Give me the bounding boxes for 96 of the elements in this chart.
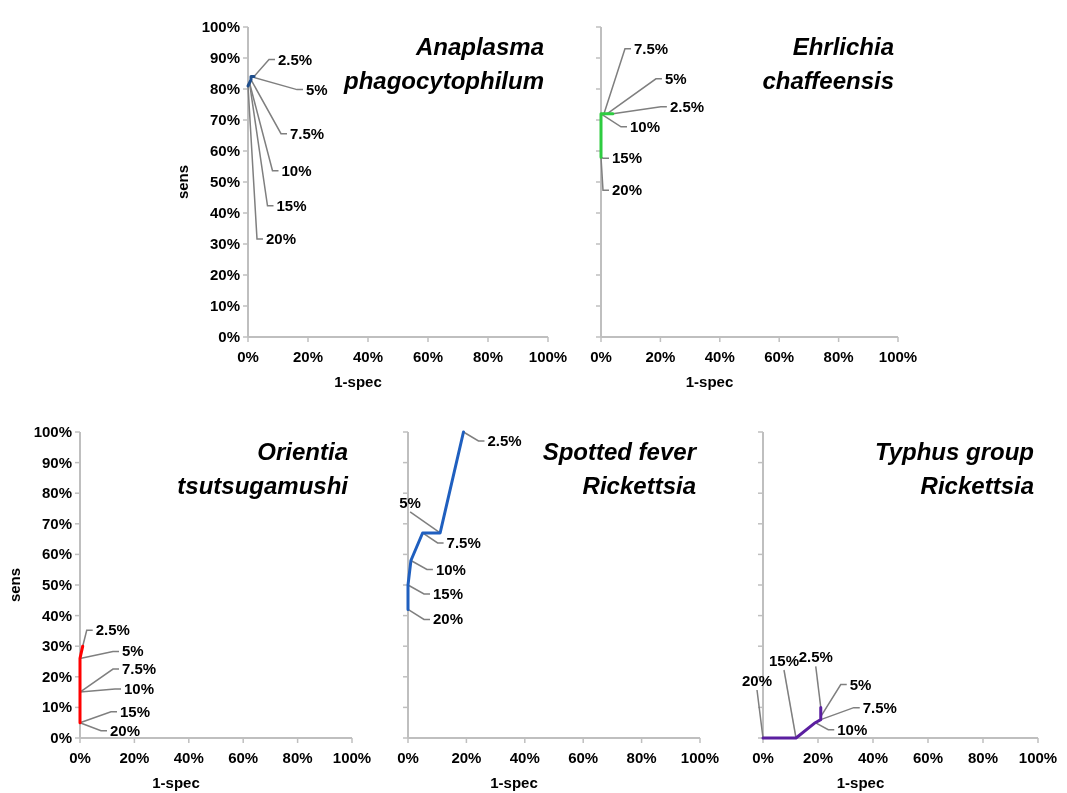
y-tick-label: 20% xyxy=(41,667,72,685)
y-tick-label: 30% xyxy=(209,235,240,252)
text: Orientia tsutsugamushi xyxy=(177,438,350,499)
x-tick-label: 40% xyxy=(173,749,204,766)
y-tick-label: 90% xyxy=(209,49,240,66)
annotation: 7.5% xyxy=(862,698,897,716)
x-tick-label: 100% xyxy=(680,749,720,766)
annotation: 2.5% xyxy=(278,50,313,68)
annotation: 15% xyxy=(768,652,800,669)
text: Spotted fever Rickettsia xyxy=(542,438,698,499)
x-tick-label: 80% xyxy=(626,749,657,766)
x-tick-label: 80% xyxy=(282,749,313,766)
y-tick-label: 50% xyxy=(41,576,72,593)
x-tick-label: 60% xyxy=(228,749,259,766)
annotation: 2.5% xyxy=(95,621,130,639)
annotation: 20% xyxy=(741,672,773,689)
y-tick-label: 90% xyxy=(41,453,72,471)
x-tick-label: 60% xyxy=(764,348,795,365)
x-tick-label: 20% xyxy=(451,749,482,766)
annotation: 15% xyxy=(276,196,307,214)
x-tick-label: 80% xyxy=(823,348,854,365)
annotation: 20% xyxy=(266,229,297,247)
annotation: 20% xyxy=(433,610,464,628)
y-tick-label: 100% xyxy=(33,423,72,440)
annotation: 2.5% xyxy=(798,648,833,666)
annotation: 5% xyxy=(399,493,421,511)
x-tick-label: 40% xyxy=(857,749,889,766)
y-tick-label: 20% xyxy=(209,266,240,283)
annotation: 7.5% xyxy=(122,660,157,678)
x-tick-label: 80% xyxy=(472,348,504,365)
annotation: 7.5% xyxy=(290,124,325,142)
x-tick-label: 60% xyxy=(912,749,944,766)
annotation: 15% xyxy=(433,585,464,602)
x-tick-label: 100% xyxy=(332,749,372,766)
y-tick-label: 40% xyxy=(209,204,240,221)
annotation: 7.5% xyxy=(633,39,669,57)
text: Anaplasma phagocytophilum xyxy=(343,33,544,94)
x-tick-label: 100% xyxy=(528,348,568,365)
x-tick-label: 100% xyxy=(878,348,918,365)
annotation: 2.5% xyxy=(669,97,705,115)
x-tick-label: 100% xyxy=(1018,749,1058,766)
y-tick-label: 60% xyxy=(209,142,240,159)
annotation: 5% xyxy=(664,69,687,87)
y-tick-label: 10% xyxy=(41,698,72,716)
x-tick-label: 60% xyxy=(412,348,444,365)
y-tick-label: 100% xyxy=(201,18,240,35)
annotation: 20% xyxy=(110,721,141,739)
x-tick-label: 40% xyxy=(704,348,735,365)
annotation: 10% xyxy=(837,720,868,738)
x-tick-label: 20% xyxy=(802,749,834,766)
y-tick-label: 70% xyxy=(41,514,72,532)
annotation: 10% xyxy=(124,680,155,698)
y-tick-label: 40% xyxy=(41,606,72,624)
x-axis-title: 1-spec xyxy=(836,774,885,791)
y-tick-label: 60% xyxy=(41,545,72,563)
annotation: 5% xyxy=(306,80,328,98)
annotation: 15% xyxy=(120,702,151,720)
annotation: 2.5% xyxy=(487,432,522,449)
annotation: 7.5% xyxy=(446,533,481,551)
annotation: 10% xyxy=(435,560,466,578)
annotation: 20% xyxy=(612,181,643,199)
y-axis-title: sens xyxy=(174,164,191,200)
x-tick-label: 0% xyxy=(752,749,774,766)
line-series xyxy=(78,644,85,725)
x-axis-title: 1-spec xyxy=(334,373,382,390)
x-tick-label: 40% xyxy=(509,749,540,766)
annotation: 10% xyxy=(630,117,661,135)
y-tick-label: 0% xyxy=(50,729,72,746)
y-axis-title: sens xyxy=(6,567,23,603)
x-tick-label: 0% xyxy=(590,348,612,365)
x-tick-label: 20% xyxy=(645,348,676,365)
y-tick-label: 70% xyxy=(209,111,240,128)
annotation: 10% xyxy=(281,161,312,179)
y-tick-label: 50% xyxy=(209,173,240,190)
text: Typhus group Rickettsia xyxy=(874,438,1034,499)
x-tick-label: 0% xyxy=(397,749,419,766)
x-tick-label: 60% xyxy=(568,749,599,766)
text: Ehrlichia chaffeensis xyxy=(762,33,894,94)
y-tick-label: 0% xyxy=(218,328,240,345)
x-tick-label: 40% xyxy=(352,348,384,365)
y-tick-label: 10% xyxy=(209,297,240,314)
x-tick-label: 20% xyxy=(119,749,150,766)
x-axis-title: 1-spec xyxy=(685,373,734,390)
line-series xyxy=(246,75,256,88)
x-tick-label: 0% xyxy=(69,749,91,766)
annotation: 5% xyxy=(122,642,144,660)
x-axis-title: 1-spec xyxy=(490,774,538,791)
x-tick-label: 20% xyxy=(292,348,324,365)
y-tick-label: 30% xyxy=(41,637,72,655)
x-tick-label: 0% xyxy=(237,348,259,365)
x-axis-title: 1-spec xyxy=(152,774,200,791)
y-tick-label: 80% xyxy=(41,484,72,502)
y-tick-label: 80% xyxy=(209,80,240,97)
annotation: 5% xyxy=(849,675,872,693)
x-tick-label: 80% xyxy=(967,749,999,766)
annotation: 15% xyxy=(612,149,643,167)
